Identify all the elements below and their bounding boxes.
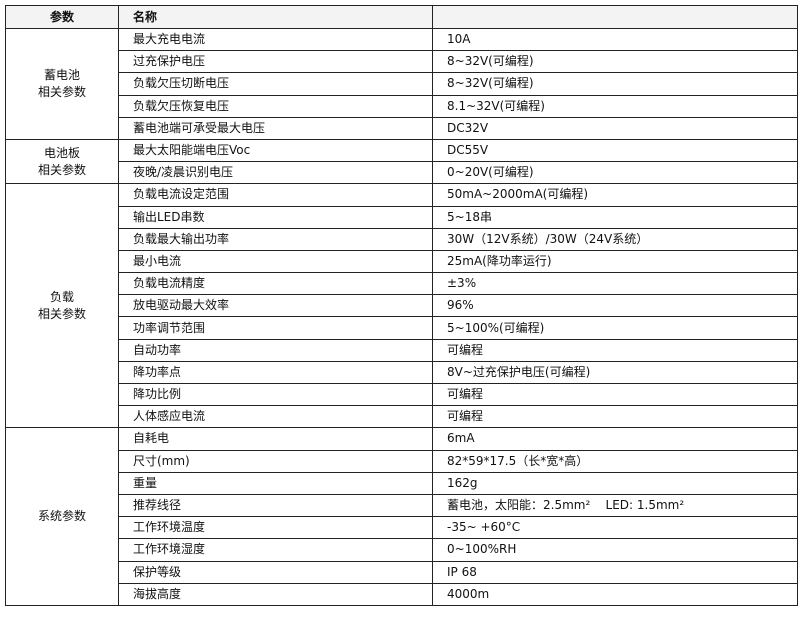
header-row: 参数 名称	[5, 5, 798, 29]
param-value: 5~100%(可编程)	[432, 316, 798, 340]
group-label-line1: 蓄电池	[43, 67, 80, 82]
param-value: 8.1~32V(可编程)	[432, 94, 798, 118]
param-value: IP 68	[432, 560, 798, 584]
group-label-line2: 相关参数	[37, 162, 86, 177]
param-value: ±3%	[432, 272, 798, 296]
param-value: 162g	[432, 471, 798, 495]
table-row: 人体感应电流 可编程	[6, 405, 798, 429]
table-row: 工作环境湿度 0~100%RH	[6, 538, 798, 562]
table-row: 负载电流精度 ±3%	[6, 272, 798, 296]
param-value: 5~18串	[432, 205, 798, 229]
param-name: 放电驱动最大效率	[118, 294, 433, 318]
param-value: 8~32V(可编程)	[432, 50, 798, 74]
table-row: 最小电流 25mA(降功率运行)	[6, 249, 798, 274]
param-name: 负载欠压恢复电压	[118, 94, 433, 118]
group-label: 蓄电池 相关参数	[5, 28, 119, 140]
table-row: 尺寸(mm) 82*59*17.5（长*宽*高）	[6, 449, 798, 473]
param-value: 8~32V(可编程)	[432, 72, 798, 96]
table-row: 输出LED串数 5~18串	[6, 205, 798, 229]
param-name: 人体感应电流	[118, 405, 433, 429]
table-row: 降功比例 可编程	[6, 382, 798, 407]
param-value: 96%	[432, 294, 798, 318]
param-name: 夜晚/凌晨识别电压	[118, 161, 433, 185]
group-label-line1: 系统参数	[37, 509, 86, 524]
group-label-line2: 相关参数	[37, 306, 86, 321]
header-param: 参数	[5, 5, 119, 29]
param-name: 负载电流精度	[118, 272, 433, 296]
header-value	[432, 5, 798, 29]
param-value: DC55V	[432, 138, 798, 163]
param-name: 负载最大输出功率	[118, 227, 433, 251]
param-name: 最大太阳能端电压Voc	[118, 138, 433, 163]
table-row: 负载欠压恢复电压 8.1~32V(可编程)	[6, 94, 798, 118]
table-row: 负载 相关参数 负载电流设定范围 50mA~2000mA(可编程)	[5, 183, 798, 429]
param-name: 保护等级	[118, 560, 433, 584]
param-name: 自动功率	[118, 338, 433, 362]
table-row: 保护等级 IP 68	[6, 560, 798, 584]
param-value: 8V~过充保护电压(可编程)	[432, 360, 798, 385]
table-row: 自动功率 可编程	[6, 338, 798, 362]
header-name: 名称	[118, 5, 433, 29]
param-value: 10A	[432, 27, 798, 52]
param-name: 降功比例	[118, 382, 433, 407]
param-value: -35~ +60°C	[432, 516, 798, 540]
param-value: 蓄电池，太阳能：2.5mm² LED: 1.5mm²	[432, 493, 798, 518]
param-name: 降功率点	[118, 360, 433, 385]
param-value: 25mA(降功率运行)	[432, 249, 798, 274]
param-value: DC32V	[432, 116, 798, 140]
param-name: 过充保护电压	[118, 50, 433, 74]
param-value: 0~100%RH	[432, 538, 798, 562]
param-name: 工作环境湿度	[118, 538, 433, 562]
param-name: 工作环境温度	[118, 516, 433, 540]
group-label-line2: 相关参数	[37, 84, 86, 99]
table-row: 负载欠压切断电压 8~32V(可编程)	[6, 72, 798, 96]
table-row: 重量 162g	[6, 471, 798, 495]
spec-table: 参数 名称 蓄电池 相关参数 最大充电电流 10A 过充保护电压 8~32V(可编程) 负载…	[5, 5, 798, 606]
group-label: 负载 相关参数	[5, 183, 119, 429]
table-row: 电池板 相关参数 最大太阳能端电压Voc DC55V	[5, 138, 798, 185]
table-row: 过充保护电压 8~32V(可编程)	[6, 50, 798, 74]
table-row: 蓄电池 相关参数 最大充电电流 10A	[5, 27, 798, 140]
param-value: 可编程	[432, 382, 798, 407]
table-row: 海拔高度 4000m	[6, 582, 798, 606]
table-row: 夜晚/凌晨识别电压 0~20V(可编程)	[6, 161, 798, 185]
param-value: 50mA~2000mA(可编程)	[432, 183, 798, 207]
group-label-line1: 负载	[49, 289, 74, 304]
param-value: 可编程	[432, 405, 798, 429]
group-label: 电池板 相关参数	[5, 138, 119, 185]
param-name: 推荐线径	[118, 493, 433, 518]
param-name: 蓄电池端可承受最大电压	[118, 116, 433, 140]
param-name: 负载欠压切断电压	[118, 72, 433, 96]
table-row: 系统参数 自耗电 6mA	[5, 427, 798, 606]
table-row: 工作环境温度 -35~ +60°C	[6, 516, 798, 540]
spec-body: 蓄电池 相关参数 最大充电电流 10A 过充保护电压 8~32V(可编程) 负载欠压切断电压…	[5, 27, 798, 606]
param-name: 重量	[118, 471, 433, 495]
param-value: 82*59*17.5（长*宽*高）	[432, 449, 798, 473]
param-value: 0~20V(可编程)	[432, 161, 798, 185]
group-label-line1: 电池板	[43, 145, 80, 160]
param-value: 6mA	[432, 427, 798, 451]
param-name: 最小电流	[118, 249, 433, 274]
param-name: 自耗电	[118, 427, 433, 451]
param-name: 输出LED串数	[118, 205, 433, 229]
param-value: 30W（12V系统）/30W（24V系统）	[432, 227, 798, 251]
table-row: 推荐线径 蓄电池，太阳能：2.5mm² LED: 1.5mm²	[6, 493, 798, 518]
table-row: 放电驱动最大效率 96%	[6, 294, 798, 318]
table-row: 负载最大输出功率 30W（12V系统）/30W（24V系统）	[6, 227, 798, 251]
group-label: 系统参数	[5, 427, 119, 606]
table-row: 蓄电池端可承受最大电压 DC32V	[6, 116, 798, 140]
param-name: 海拔高度	[118, 582, 433, 606]
param-name: 最大充电电流	[118, 27, 433, 52]
table-row: 降功率点 8V~过充保护电压(可编程)	[6, 360, 798, 385]
param-name: 功率调节范围	[118, 316, 433, 340]
param-value: 可编程	[432, 338, 798, 362]
param-name: 负载电流设定范围	[118, 183, 433, 207]
table-row: 功率调节范围 5~100%(可编程)	[6, 316, 798, 340]
param-name: 尺寸(mm)	[118, 449, 433, 473]
param-value: 4000m	[432, 582, 798, 606]
